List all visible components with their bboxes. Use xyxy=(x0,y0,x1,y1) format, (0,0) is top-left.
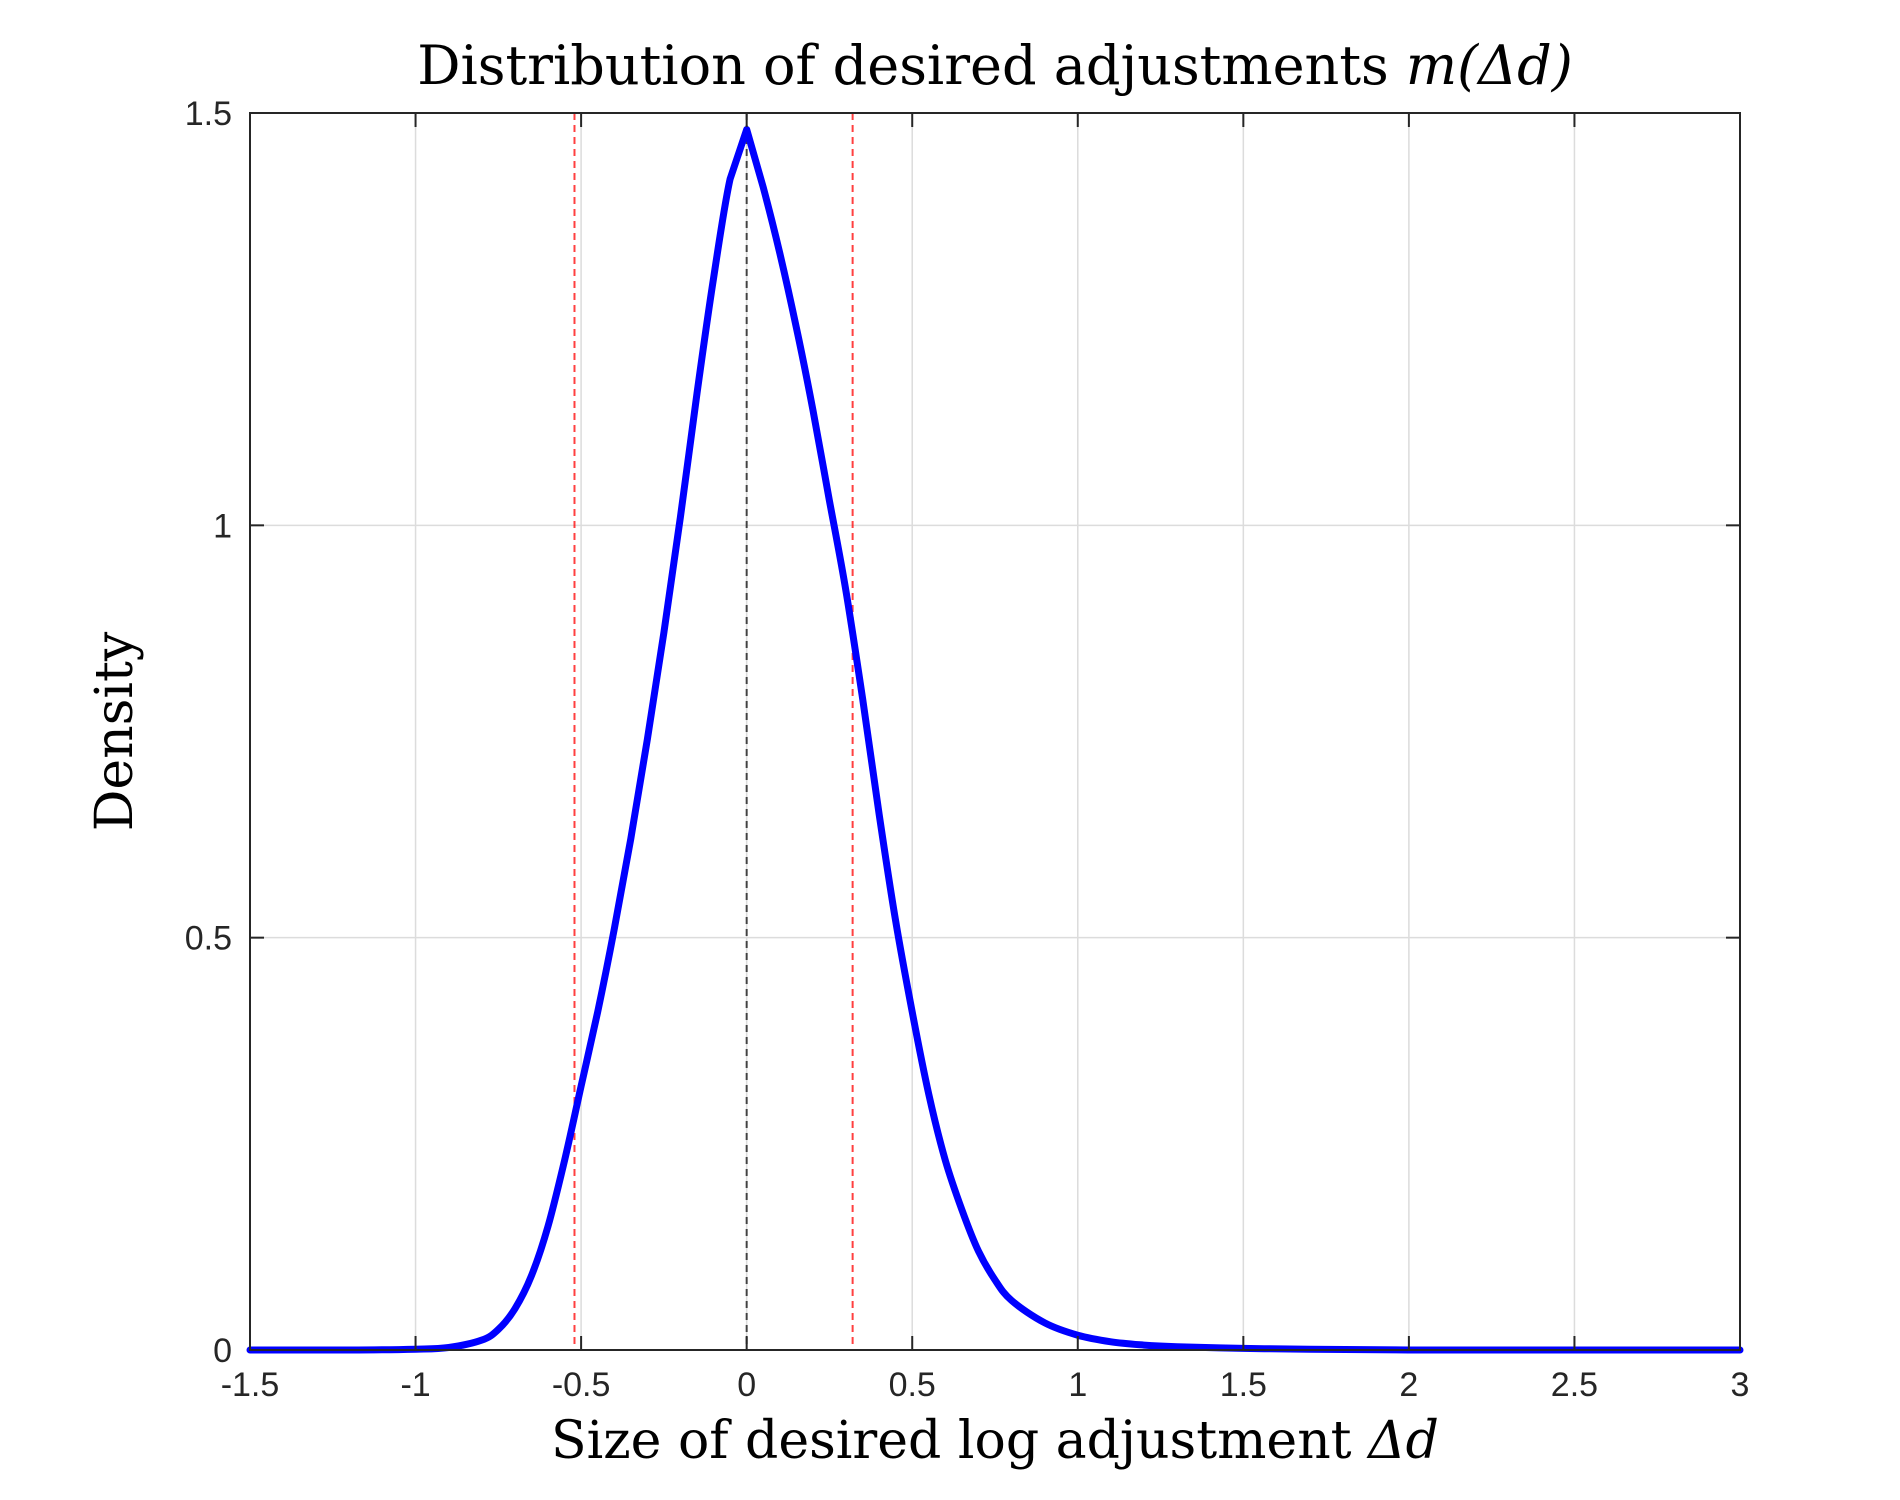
y-tick-label: 0 xyxy=(213,1332,232,1370)
x-tick-label: 2.5 xyxy=(1551,1366,1598,1404)
plot-area-border xyxy=(249,112,1741,1351)
y-axis-label: Density xyxy=(85,631,145,831)
x-axis-label-math: Δd xyxy=(1366,1411,1439,1471)
x-tick-label: 0.5 xyxy=(889,1366,936,1404)
x-tick-label: 1 xyxy=(1068,1366,1087,1404)
y-tick-label: 1 xyxy=(213,507,232,545)
x-axis-label-text: Size of desired log adjustment xyxy=(551,1411,1368,1471)
ticks: -1.5 -1 -0.5 0 0.5 1 1.5 2 2.5 3 0 0.5 1 1.5 xyxy=(185,95,1750,1404)
x-tick-label: 0 xyxy=(737,1366,756,1404)
x-tick-label: -0.5 xyxy=(552,1366,611,1404)
chart-title-math: m(Δd) xyxy=(1406,34,1573,97)
x-tick-label: -1.5 xyxy=(221,1366,280,1404)
series-layer xyxy=(246,126,1744,1354)
x-tick-label: 3 xyxy=(1731,1366,1750,1404)
y-tick-label: 0.5 xyxy=(185,920,232,958)
chart-title: Distribution of desired adjustments m(Δd… xyxy=(417,34,1573,97)
x-tick-label: 1.5 xyxy=(1220,1366,1267,1404)
x-tick-label: -1 xyxy=(400,1366,430,1404)
reference-lines xyxy=(573,113,854,1350)
grid xyxy=(250,113,1740,1350)
x-axis-label: Size of desired log adjustment Δd xyxy=(551,1411,1439,1471)
y-tick-label: 1.5 xyxy=(185,95,232,133)
density-curve xyxy=(246,126,1744,1354)
x-tick-label: 2 xyxy=(1399,1366,1418,1404)
chart-title-text: Distribution of desired adjustments xyxy=(417,34,1406,97)
